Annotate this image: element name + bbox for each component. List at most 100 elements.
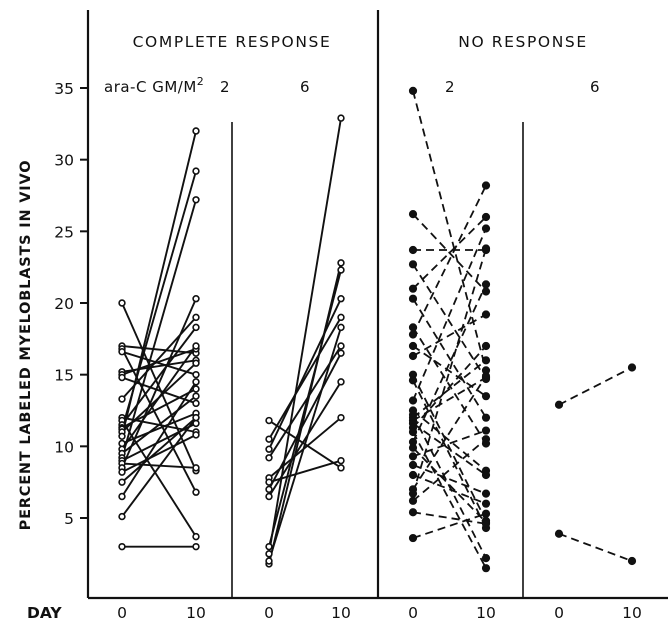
data-point-day-0 — [408, 460, 418, 470]
patient-line — [268, 117, 342, 554]
data-point-day-10 — [192, 370, 200, 379]
data-point-day-0 — [118, 478, 126, 486]
data-point-day-0 — [408, 533, 418, 543]
y-tick-label: 5 — [64, 510, 74, 528]
data-point-day-0 — [118, 439, 126, 448]
data-point-day-0 — [408, 452, 418, 461]
data-point-day-10 — [481, 489, 491, 498]
data-point-day-0 — [265, 550, 273, 558]
patient-line — [412, 380, 487, 529]
data-point-day-10 — [481, 426, 491, 435]
patient-line — [268, 381, 342, 498]
dose-label-complete-2: 2 — [220, 78, 230, 96]
data-point-day-0 — [118, 373, 126, 382]
x-tick-label: 0 — [408, 604, 418, 621]
patient-line — [412, 374, 487, 522]
data-point-day-10 — [337, 342, 345, 350]
data-point-day-10 — [192, 167, 200, 175]
patient-line — [121, 395, 197, 455]
data-point-day-10 — [192, 378, 200, 386]
patient-line — [121, 199, 197, 459]
patient-line — [412, 90, 487, 371]
data-point-day-0 — [408, 323, 418, 332]
data-point-day-10 — [337, 349, 345, 357]
data-point-day-10 — [192, 295, 200, 303]
data-point-day-10 — [481, 280, 491, 289]
data-point-day-10 — [192, 385, 200, 393]
data-point-day-0 — [118, 512, 126, 521]
data-point-day-10 — [192, 313, 200, 322]
data-point-day-10 — [337, 413, 345, 422]
data-point-day-10 — [337, 378, 345, 386]
patient-line — [121, 348, 197, 493]
data-point-day-10 — [481, 499, 491, 508]
patient-line — [268, 262, 342, 565]
data-point-day-0 — [408, 496, 418, 505]
data-point-day-0 — [408, 86, 418, 95]
data-point-day-10 — [481, 287, 491, 296]
data-point-day-10 — [481, 470, 491, 480]
data-point-day-10 — [627, 556, 637, 566]
patient-line — [412, 447, 487, 523]
x-tick-label: 10 — [622, 604, 642, 621]
panel-none-dose-6 — [554, 363, 637, 566]
data-point-day-10 — [192, 196, 200, 204]
x-tick-label: 10 — [476, 604, 496, 621]
data-point-day-0 — [265, 416, 273, 425]
patient-line — [268, 316, 342, 440]
data-point-day-10 — [481, 310, 491, 319]
patient-line — [121, 345, 197, 450]
patient-line — [412, 185, 487, 335]
data-point-day-10 — [192, 323, 200, 332]
patient-line — [412, 216, 487, 290]
data-point-day-0 — [554, 400, 564, 409]
patient-line — [121, 434, 197, 473]
patient-line — [412, 228, 487, 401]
data-point-day-10 — [481, 413, 491, 422]
data-point-day-0 — [408, 284, 418, 293]
dose-label-none-6: 6 — [590, 78, 600, 96]
patient-line — [121, 345, 197, 355]
y-tick-label: 20 — [54, 295, 74, 313]
y-tick-label: 10 — [54, 438, 74, 456]
data-point-day-10 — [481, 435, 491, 444]
patient-line — [412, 345, 487, 397]
data-point-day-0 — [408, 489, 418, 498]
patient-line — [412, 313, 487, 357]
data-point-day-0 — [265, 454, 273, 462]
data-point-day-10 — [337, 295, 345, 303]
data-point-day-0 — [408, 427, 418, 437]
y-tick-label: 15 — [54, 367, 74, 385]
data-point-day-0 — [265, 435, 273, 443]
data-point-day-0 — [408, 341, 418, 351]
data-point-day-10 — [481, 356, 491, 365]
data-point-day-10 — [337, 313, 345, 322]
data-point-day-0 — [265, 478, 273, 486]
patient-line — [121, 416, 197, 483]
patient-line — [268, 352, 342, 490]
data-point-day-10 — [337, 323, 345, 332]
data-point-day-0 — [408, 351, 418, 361]
data-point-day-0 — [118, 432, 126, 440]
dose-label-complete-6: 6 — [300, 78, 310, 96]
panel-complete-dose-6 — [265, 114, 345, 568]
data-point-day-10 — [337, 259, 345, 267]
patient-line — [412, 422, 487, 476]
data-point-day-0 — [118, 395, 126, 403]
x-tick-label: 0 — [117, 604, 127, 621]
group-title-no-response: NO RESPONSE — [458, 33, 588, 51]
data-point-day-0 — [408, 508, 418, 517]
data-point-day-10 — [337, 464, 345, 472]
data-point-day-10 — [481, 519, 491, 528]
patient-line — [412, 512, 487, 539]
patient-line — [121, 298, 197, 469]
data-point-day-10 — [481, 224, 491, 233]
data-point-day-0 — [118, 299, 126, 307]
data-point-day-10 — [481, 341, 491, 351]
dose-label-none-2: 2 — [445, 78, 455, 96]
data-point-day-0 — [408, 396, 418, 405]
x-axis-label: DAY — [27, 604, 62, 621]
patient-line — [268, 298, 342, 450]
data-point-day-10 — [481, 212, 491, 222]
